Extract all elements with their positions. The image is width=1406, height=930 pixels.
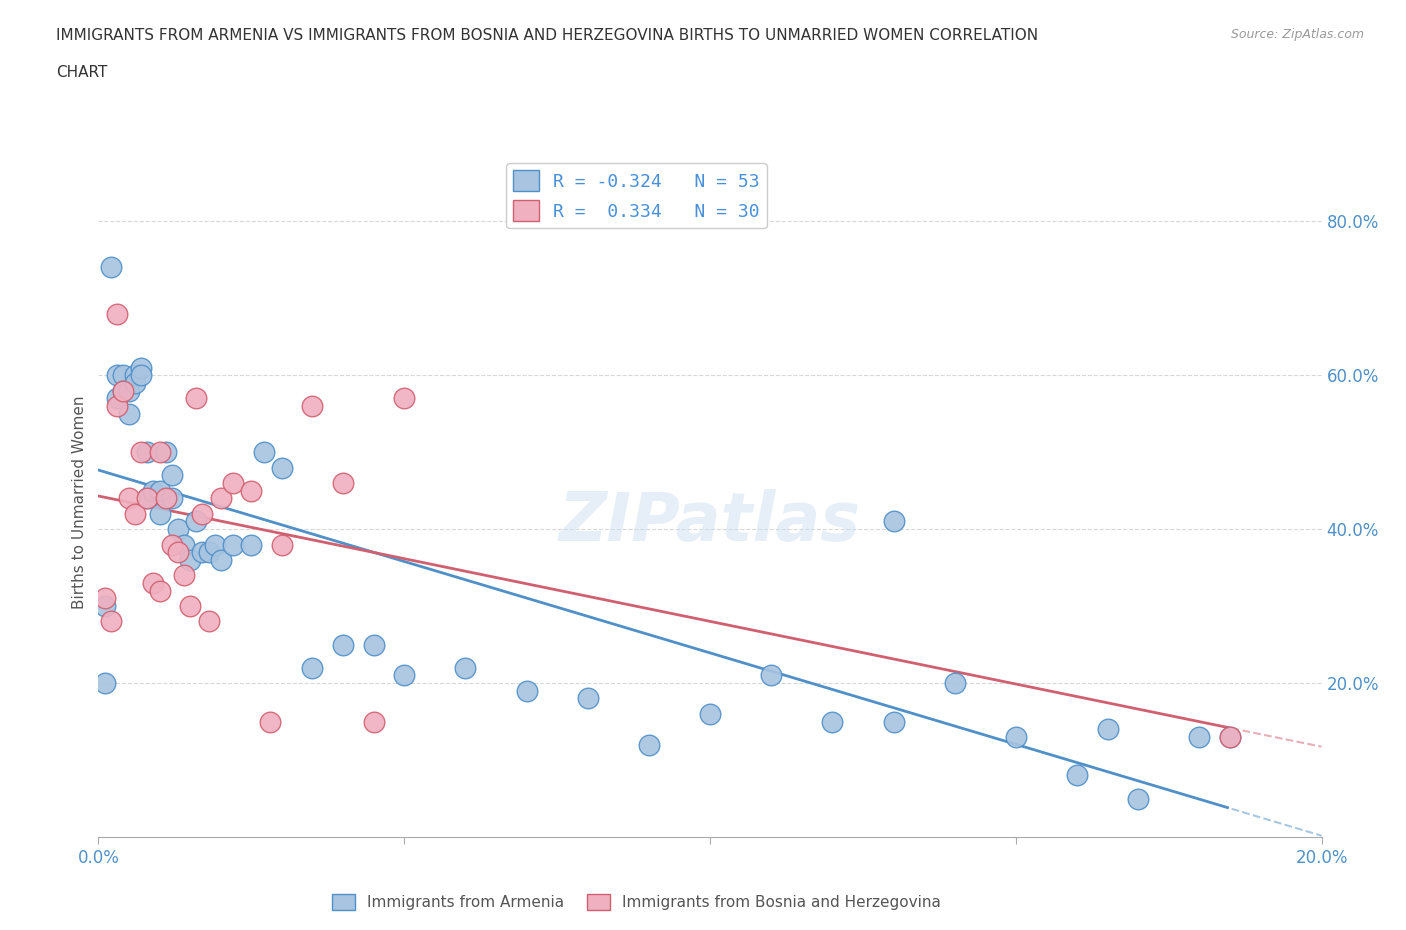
- Point: [111, 383, 134, 398]
- Point: [883, 514, 905, 529]
- Point: [142, 576, 165, 591]
- Point: [160, 491, 183, 506]
- Point: [943, 675, 966, 690]
- Point: [100, 260, 122, 275]
- Point: [136, 491, 159, 506]
- Point: [301, 399, 323, 414]
- Point: [301, 660, 323, 675]
- Point: [637, 737, 661, 752]
- Point: [191, 506, 214, 521]
- Point: [1066, 768, 1088, 783]
- Point: [240, 484, 263, 498]
- Point: [155, 491, 177, 506]
- Point: [186, 514, 208, 529]
- Point: [93, 599, 115, 614]
- Point: [129, 445, 152, 459]
- Point: [173, 568, 195, 583]
- Point: [576, 691, 599, 706]
- Point: [111, 383, 134, 398]
- Point: [270, 538, 292, 552]
- Point: [209, 552, 232, 567]
- Point: [149, 506, 172, 521]
- Point: [1004, 729, 1026, 744]
- Text: ZIPatlas: ZIPatlas: [560, 489, 860, 555]
- Point: [124, 376, 146, 391]
- Point: [332, 475, 354, 490]
- Point: [155, 445, 177, 459]
- Y-axis label: Births to Unmarried Women: Births to Unmarried Women: [72, 395, 87, 609]
- Point: [167, 522, 190, 537]
- Point: [160, 538, 183, 552]
- Point: [118, 406, 141, 421]
- Point: [111, 367, 134, 382]
- Point: [454, 660, 477, 675]
- Point: [332, 637, 354, 652]
- Legend: Immigrants from Armenia, Immigrants from Bosnia and Herzegovina: Immigrants from Armenia, Immigrants from…: [326, 888, 948, 916]
- Point: [167, 545, 190, 560]
- Point: [100, 614, 122, 629]
- Point: [1097, 722, 1119, 737]
- Point: [118, 491, 141, 506]
- Point: [129, 367, 152, 382]
- Point: [197, 614, 219, 629]
- Point: [222, 538, 245, 552]
- Point: [186, 391, 208, 405]
- Point: [516, 684, 538, 698]
- Point: [105, 367, 128, 382]
- Point: [191, 545, 214, 560]
- Point: [149, 445, 172, 459]
- Point: [129, 360, 152, 375]
- Point: [124, 506, 146, 521]
- Point: [160, 468, 183, 483]
- Point: [93, 675, 115, 690]
- Point: [136, 445, 159, 459]
- Point: [270, 460, 292, 475]
- Point: [136, 491, 159, 506]
- Point: [1219, 729, 1241, 744]
- Point: [363, 637, 385, 652]
- Text: IMMIGRANTS FROM ARMENIA VS IMMIGRANTS FROM BOSNIA AND HERZEGOVINA BIRTHS TO UNMA: IMMIGRANTS FROM ARMENIA VS IMMIGRANTS FR…: [56, 28, 1039, 43]
- Point: [1219, 729, 1241, 744]
- Point: [759, 668, 782, 683]
- Point: [222, 475, 245, 490]
- Point: [142, 484, 165, 498]
- Point: [105, 391, 128, 405]
- Point: [1188, 729, 1211, 744]
- Text: Source: ZipAtlas.com: Source: ZipAtlas.com: [1230, 28, 1364, 41]
- Point: [392, 391, 416, 405]
- Point: [392, 668, 416, 683]
- Point: [252, 445, 274, 459]
- Point: [93, 591, 115, 605]
- Point: [240, 538, 263, 552]
- Text: CHART: CHART: [56, 65, 108, 80]
- Point: [204, 538, 226, 552]
- Point: [118, 383, 141, 398]
- Point: [179, 599, 201, 614]
- Point: [259, 714, 281, 729]
- Point: [149, 484, 172, 498]
- Point: [197, 545, 219, 560]
- Point: [209, 491, 232, 506]
- Point: [1128, 791, 1150, 806]
- Point: [363, 714, 385, 729]
- Point: [105, 306, 128, 321]
- Point: [149, 583, 172, 598]
- Point: [179, 552, 201, 567]
- Point: [124, 367, 146, 382]
- Point: [821, 714, 844, 729]
- Point: [173, 538, 195, 552]
- Point: [883, 714, 905, 729]
- Point: [699, 707, 721, 722]
- Point: [105, 399, 128, 414]
